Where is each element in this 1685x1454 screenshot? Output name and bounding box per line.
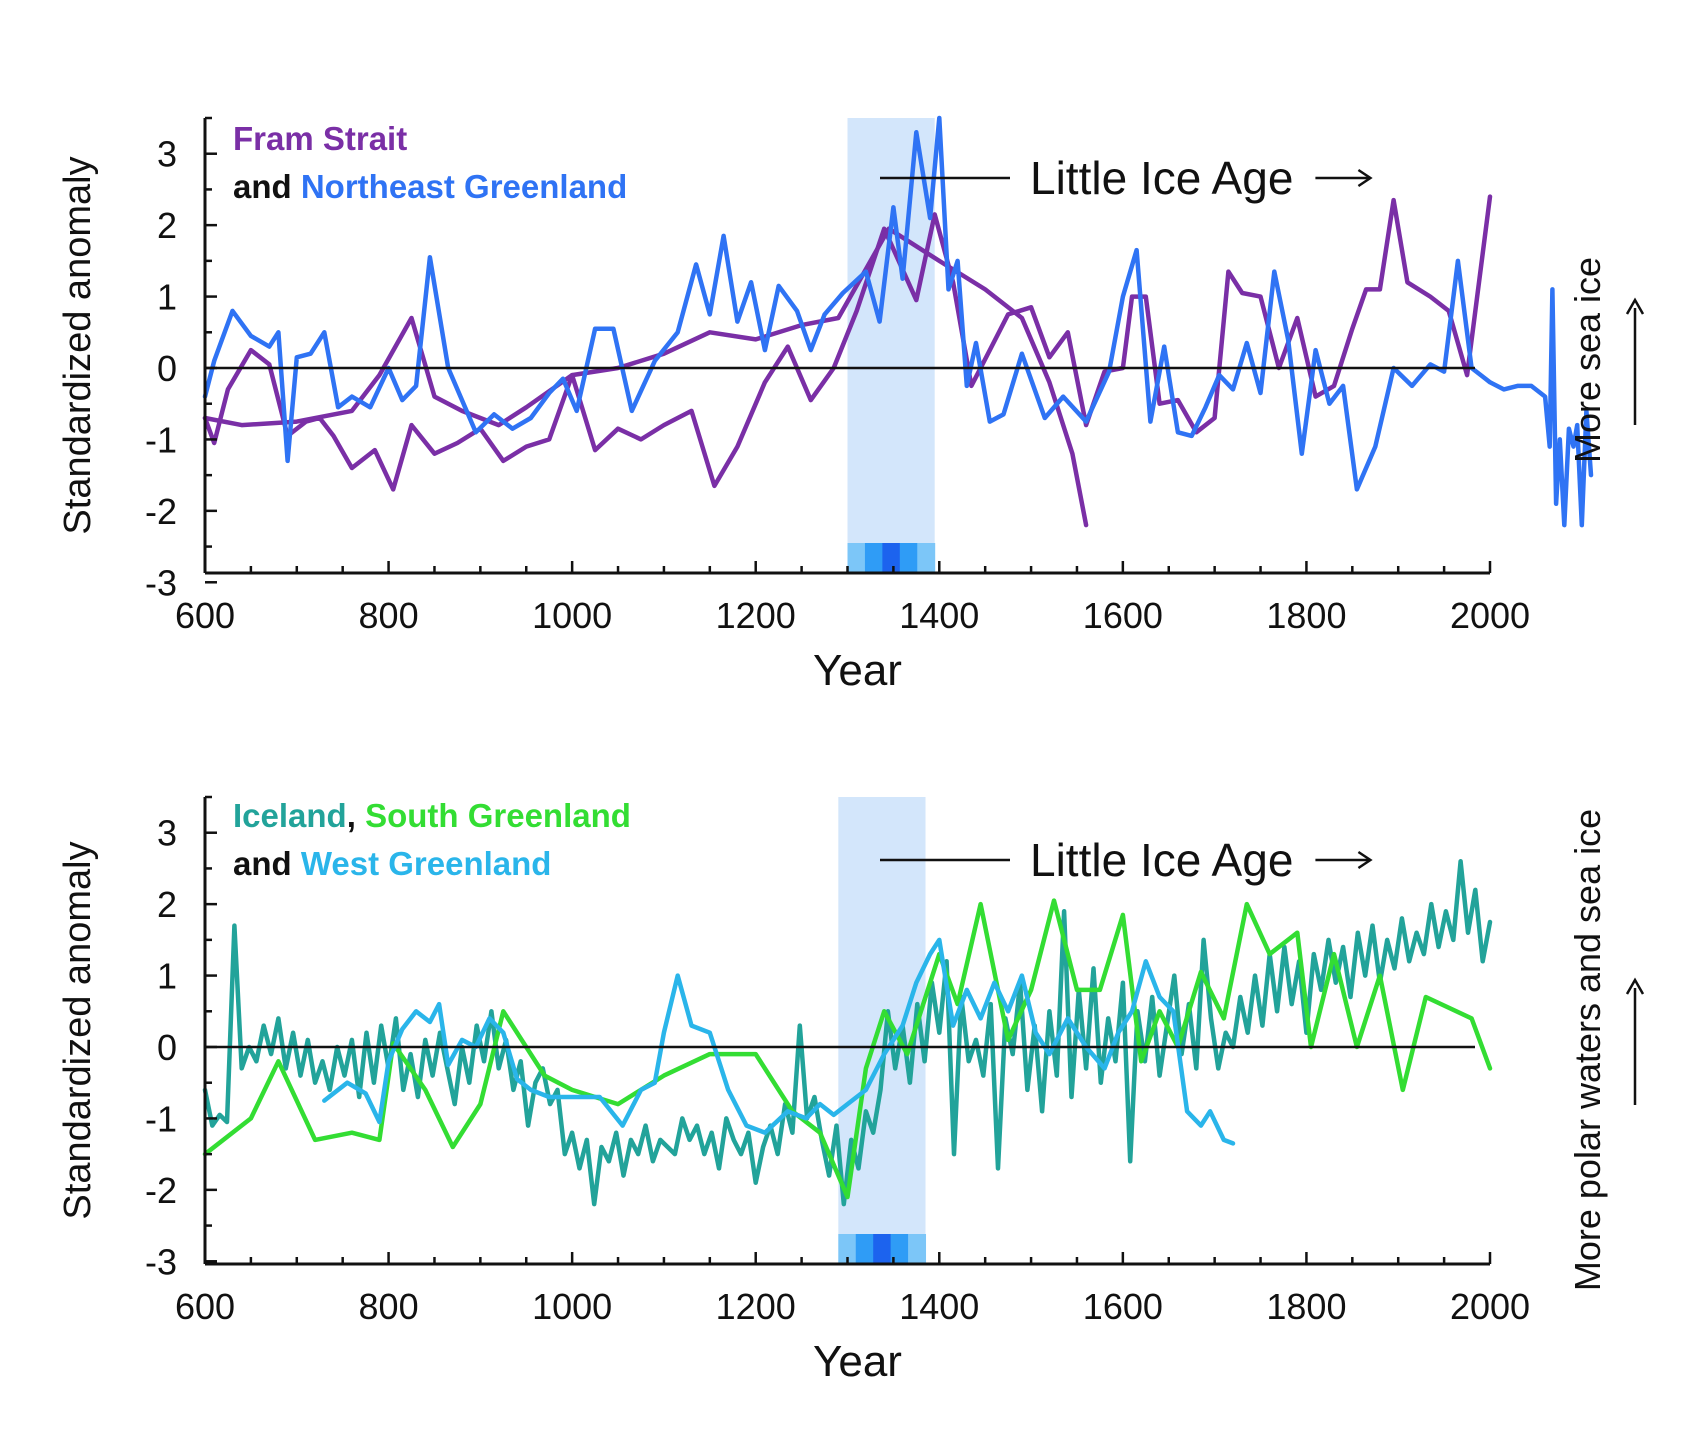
- x-tick-label: 600: [175, 595, 235, 636]
- annotation-arrow-head: [1357, 168, 1373, 188]
- annotation-text: Little Ice Age: [1030, 834, 1293, 886]
- y-axis-title: Standardized anomaly: [57, 156, 99, 534]
- interval-shade-block: [838, 1234, 857, 1264]
- legend-entry: West Greenland: [301, 845, 552, 882]
- interval-shade-block: [899, 543, 918, 573]
- x-tick-label: 1400: [899, 595, 979, 636]
- shaded-interval: [838, 797, 926, 1264]
- side-label: More polar waters and sea ice: [1567, 809, 1608, 1291]
- y-tick-label: 1: [157, 956, 177, 997]
- series-line-iceland: [202, 859, 1493, 1207]
- y-tick-label: 3: [157, 813, 177, 854]
- legend-line: Fram Strait: [233, 120, 407, 157]
- y-tick-label: -1: [145, 419, 177, 460]
- x-tick-label: 1800: [1266, 1286, 1346, 1327]
- y-tick-label: 1: [157, 277, 177, 318]
- legend-line: Iceland, South Greenland: [233, 797, 631, 834]
- annotation-text: Little Ice Age: [1030, 152, 1293, 204]
- x-tick-label: 1800: [1266, 595, 1346, 636]
- y-axis-title: Standardized anomaly: [57, 841, 99, 1219]
- x-tick-label: 800: [359, 1286, 419, 1327]
- y-tick-label: 0: [157, 1027, 177, 1068]
- interval-shade-block: [882, 543, 901, 573]
- y-tick-label: -3: [145, 562, 177, 603]
- legend-entry: and: [233, 168, 301, 205]
- y-tick-label: 3: [157, 134, 177, 175]
- interval-shade-block: [908, 1234, 927, 1264]
- y-tick-label: 2: [157, 884, 177, 925]
- interval-shade-block: [873, 1234, 892, 1264]
- series-line-fram-strait: [202, 194, 1493, 492]
- x-axis-title: Year: [813, 646, 902, 695]
- annotation-arrow-head: [1357, 850, 1373, 870]
- series-line-extra-1: [202, 226, 1089, 528]
- interval-shade-block: [917, 543, 936, 573]
- y-tick-label: -2: [145, 491, 177, 532]
- legend-entry: Northeast Greenland: [301, 168, 627, 205]
- y-tick-label: -1: [145, 1098, 177, 1139]
- x-tick-label: 800: [359, 595, 419, 636]
- legend-entry: Iceland: [233, 797, 347, 834]
- interval-shade-block: [864, 543, 883, 573]
- x-tick-label: 1000: [532, 1286, 612, 1327]
- x-tick-label: 1000: [532, 595, 612, 636]
- legend-line: and West Greenland: [233, 845, 551, 882]
- legend-entry: and: [233, 845, 301, 882]
- x-tick-label: 2000: [1450, 595, 1530, 636]
- side-label: More sea ice: [1567, 257, 1608, 463]
- series-line-south-greenland: [202, 898, 1493, 1200]
- x-tick-label: 1400: [899, 1286, 979, 1327]
- interval-shade-block: [855, 1234, 874, 1264]
- x-tick-label: 600: [175, 1286, 235, 1327]
- legend-line: and Northeast Greenland: [233, 168, 627, 205]
- side-arrow-head: [1625, 297, 1645, 315]
- x-tick-label: 2000: [1450, 1286, 1530, 1327]
- shaded-interval: [847, 118, 935, 573]
- x-axis-title: Year: [813, 1337, 902, 1386]
- x-tick-label: 1200: [716, 1286, 796, 1327]
- x-tick-label: 1200: [716, 595, 796, 636]
- x-tick-label: 1600: [1083, 595, 1163, 636]
- interval-shade-block: [847, 543, 866, 573]
- series-line-west-greenland: [322, 937, 1236, 1146]
- side-arrow-head: [1625, 977, 1645, 995]
- legend-entry: ,: [347, 797, 365, 834]
- y-tick-label: -3: [145, 1241, 177, 1282]
- interval-shade-block: [890, 1234, 909, 1264]
- legend-entry: South Greenland: [365, 797, 631, 834]
- y-tick-label: 0: [157, 348, 177, 389]
- x-tick-label: 1600: [1083, 1286, 1163, 1327]
- y-tick-label: -2: [145, 1170, 177, 1211]
- y-tick-label: 2: [157, 205, 177, 246]
- legend-entry: Fram Strait: [233, 120, 407, 157]
